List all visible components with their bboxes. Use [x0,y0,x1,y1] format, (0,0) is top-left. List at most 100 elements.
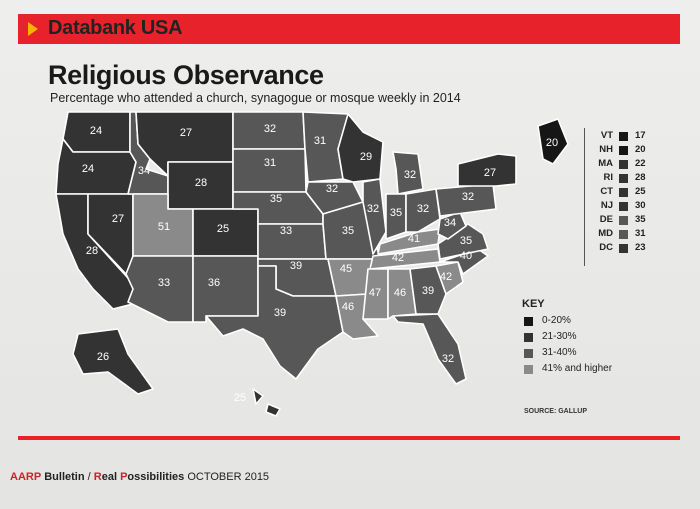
state-value-ia: 32 [326,183,338,195]
state-value-in: 35 [390,207,402,219]
state-hi [252,388,281,417]
northeast-row: MA 22 [593,158,673,172]
bottom-rule [18,436,680,440]
footer-pub2-p: P [120,471,128,483]
footer-sep: / [84,471,94,483]
state-ga [409,265,447,315]
legend-item: 31-40% [522,347,662,363]
state-sc [435,261,464,295]
northeast-value: 17 [635,130,646,141]
state-nm [192,255,259,323]
northeast-row: DE 35 [593,214,673,228]
legend-label: 31-40% [542,347,577,358]
state-value-fl: 32 [442,353,454,365]
northeast-state: RI [603,172,614,183]
legend-swatch [524,365,533,374]
legend-swatch [524,317,533,326]
state-value-me: 20 [546,137,558,149]
northeast-value: 35 [635,214,646,225]
legend-label: 0-20% [542,315,571,326]
state-value-wi: 29 [360,151,372,163]
state-ny [457,153,517,187]
northeast-swatch [619,188,628,197]
state-value-sd: 31 [264,157,276,169]
northeast-state: DE [599,214,613,225]
state-value-pa: 32 [462,191,474,203]
footer-date: OCTOBER 2015 [187,471,270,483]
state-value-id: 34 [138,165,150,177]
state-value-nc: 40 [460,250,472,262]
state-value-il: 32 [367,203,379,215]
state-sd [232,148,307,193]
northeast-row: VT 17 [593,130,673,144]
state-value-ok: 39 [290,260,302,272]
state-value-mt: 27 [180,127,192,139]
northeast-row: RI 28 [593,172,673,186]
state-value-ms: 47 [369,287,381,299]
state-value-mn: 31 [314,135,326,147]
state-value-va: 35 [460,235,472,247]
state-value-hi: 25 [234,392,246,404]
northeast-list: VT 17 NH 20 MA 22 RI 28 CT 25 NJ 30 DE 35 MD 31 DC 23 [593,130,673,256]
northeast-swatch [619,230,628,239]
state-value-ne: 35 [270,193,282,205]
state-value-ks: 33 [280,225,292,237]
state-mi [392,151,424,195]
state-value-ga: 39 [422,285,434,297]
legend-item: 21-30% [522,331,662,347]
state-value-tn: 42 [392,252,404,264]
state-fl [392,313,467,385]
northeast-swatch [619,244,628,253]
state-oh [405,188,441,233]
legend-swatch [524,333,533,342]
state-il [362,178,387,255]
northeast-state: DC [599,242,613,253]
page-subtitle: Percentage who attended a church, synago… [50,91,461,105]
northeast-value: 30 [635,200,646,211]
legend-title: KEY [522,298,545,310]
state-value-ny: 27 [484,167,496,179]
state-value-or: 24 [82,163,94,175]
state-value-ky: 41 [408,233,420,245]
state-value-mi: 32 [404,169,416,181]
footer-pub1: Bulletin [44,471,85,483]
northeast-swatch [619,146,628,155]
state-value-ak: 26 [97,351,109,363]
state-value-nv: 27 [112,213,124,225]
state-value-az: 33 [158,277,170,289]
northeast-value: 25 [635,186,646,197]
section-title: Databank USA [48,17,183,39]
northeast-row: DC 23 [593,242,673,256]
northeast-state: NJ [600,200,613,211]
state-value-nm: 36 [208,277,220,289]
state-az [125,255,194,323]
state-value-sc: 42 [440,271,452,283]
state-value-wy: 28 [195,177,207,189]
state-ky [377,228,441,255]
northeast-value: 22 [635,158,646,169]
northeast-swatch [619,202,628,211]
northeast-value: 28 [635,172,646,183]
state-value-nd: 32 [264,123,276,135]
footer-pub2-ossibilities: ossibilities [127,471,185,483]
section-banner: Databank USA [18,14,680,44]
footer-pub2-r: R [93,471,102,483]
northeast-swatch [619,132,628,141]
northeast-row: MD 31 [593,228,673,242]
northeast-state: NH [599,144,613,155]
state-me [537,118,569,165]
northeast-bracket [584,128,591,266]
footer: AARP Bulletin / Real Possibilities OCTOB… [10,471,269,483]
northeast-state: MD [598,228,613,239]
northeast-value: 23 [635,242,646,253]
page-title: Religious Observance [48,60,324,90]
footer-pub2-eal: eal [101,471,121,483]
legend-label: 21-30% [542,331,577,342]
northeast-value: 20 [635,144,646,155]
legend-item: 41% and higher [522,363,662,379]
legend: KEY 0-20% 21-30% 31-40% 41% and higher [522,298,662,379]
state-value-ar: 45 [340,263,352,275]
northeast-row: NJ 30 [593,200,673,214]
northeast-row: NH 20 [593,144,673,158]
northeast-swatch [619,174,628,183]
